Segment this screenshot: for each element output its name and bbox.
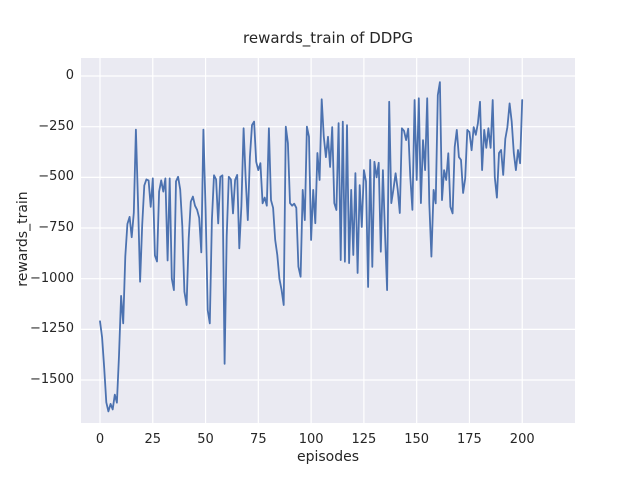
x-tick-label: 0 xyxy=(95,432,105,447)
chart-title: rewards_train of DDPG xyxy=(243,29,413,47)
x-tick-label: 50 xyxy=(197,432,214,447)
x-tick-label: 150 xyxy=(404,432,430,447)
y-tick-label: 0 xyxy=(65,68,74,84)
x-tick-label: 100 xyxy=(298,432,324,447)
x-axis-label: episodes xyxy=(296,449,360,465)
x-tick-label: 75 xyxy=(250,432,267,447)
series-line xyxy=(99,81,524,413)
y-tick-label: −1500 xyxy=(30,372,74,388)
y-tick-label: −500 xyxy=(38,169,74,185)
y-tick-label: −1000 xyxy=(30,270,74,286)
y-tick-label: −250 xyxy=(38,118,74,134)
x-tick-label: 200 xyxy=(509,432,535,447)
plot-area xyxy=(81,58,575,423)
x-tick-label: 125 xyxy=(351,432,377,447)
x-tick-label: 175 xyxy=(457,432,482,447)
y-tick-label: −750 xyxy=(38,220,74,236)
x-tick-label: 25 xyxy=(144,432,162,447)
y-tick-label: −1250 xyxy=(30,321,74,337)
